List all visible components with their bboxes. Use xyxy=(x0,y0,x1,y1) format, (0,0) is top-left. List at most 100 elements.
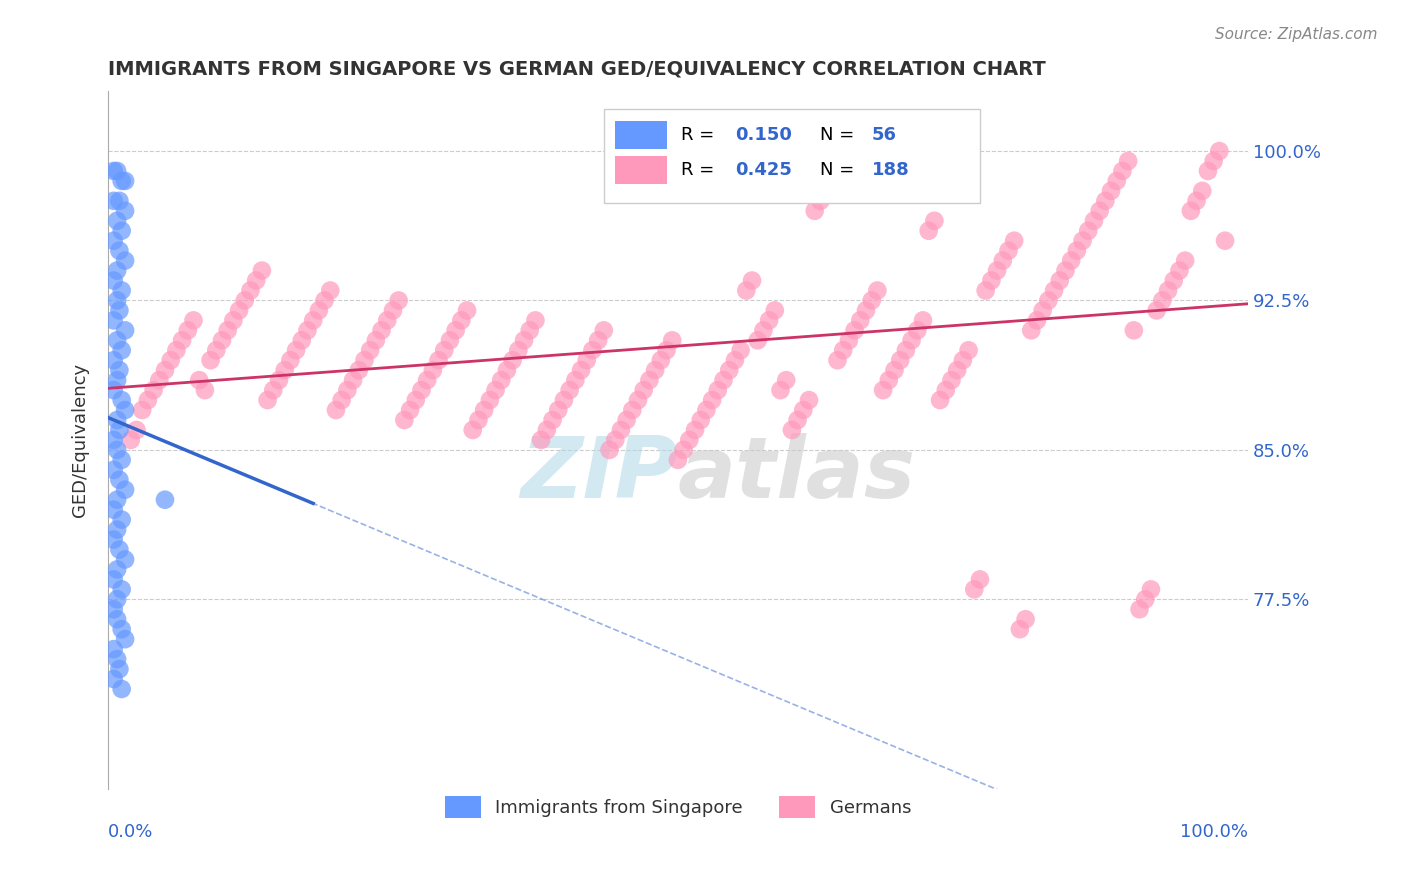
Point xyxy=(388,293,411,308)
Point xyxy=(553,393,575,408)
Point xyxy=(105,592,128,607)
Point xyxy=(111,513,134,527)
Point xyxy=(319,284,342,298)
Point xyxy=(108,194,131,208)
Point xyxy=(148,373,170,387)
Point xyxy=(1060,253,1083,268)
Point xyxy=(530,433,553,447)
Point xyxy=(233,293,256,308)
Point xyxy=(838,334,860,348)
Point xyxy=(245,274,267,288)
Point xyxy=(188,373,211,387)
Point xyxy=(797,393,820,408)
Point xyxy=(427,353,450,368)
Point xyxy=(165,343,187,358)
Point xyxy=(105,214,128,228)
Point xyxy=(114,552,136,566)
Point xyxy=(105,293,128,308)
Point xyxy=(769,383,792,397)
Point xyxy=(262,383,284,397)
Point xyxy=(718,363,741,377)
Point xyxy=(105,413,128,427)
Point xyxy=(900,334,922,348)
Point xyxy=(730,343,752,358)
Point xyxy=(1014,612,1036,626)
Point xyxy=(456,303,478,318)
Point xyxy=(883,363,905,377)
Point xyxy=(581,343,603,358)
Point xyxy=(353,353,375,368)
Text: 56: 56 xyxy=(872,126,897,145)
Point xyxy=(905,323,928,337)
Point xyxy=(330,393,353,408)
Point xyxy=(941,373,963,387)
Point xyxy=(183,313,205,327)
Point xyxy=(375,313,398,327)
Point xyxy=(792,403,814,417)
Point xyxy=(105,523,128,537)
Point xyxy=(105,442,128,457)
Point xyxy=(1026,313,1049,327)
Point xyxy=(114,253,136,268)
Point xyxy=(844,323,866,337)
Point xyxy=(957,343,980,358)
Point xyxy=(547,403,569,417)
Point xyxy=(103,353,125,368)
Point xyxy=(569,363,592,377)
Point xyxy=(416,373,439,387)
Point xyxy=(399,403,422,417)
Point xyxy=(217,323,239,337)
Point xyxy=(1202,153,1225,168)
Point xyxy=(325,403,347,417)
Point xyxy=(472,403,495,417)
Point xyxy=(105,562,128,576)
Point xyxy=(586,334,609,348)
Point xyxy=(1083,214,1105,228)
Point xyxy=(114,174,136,188)
Point xyxy=(1157,284,1180,298)
Point xyxy=(105,612,128,626)
Point xyxy=(1135,592,1157,607)
Point xyxy=(120,433,142,447)
Point xyxy=(1191,184,1213,198)
Point xyxy=(599,442,621,457)
Point xyxy=(592,323,614,337)
Point xyxy=(108,363,131,377)
Point xyxy=(136,393,159,408)
Point xyxy=(347,363,370,377)
Point xyxy=(894,343,917,358)
Point xyxy=(489,373,512,387)
Point xyxy=(111,343,134,358)
Point xyxy=(513,334,536,348)
Point xyxy=(108,244,131,258)
Point xyxy=(336,383,359,397)
Y-axis label: GED/Equivalency: GED/Equivalency xyxy=(72,363,89,517)
Point xyxy=(1038,293,1060,308)
Point xyxy=(103,502,125,516)
Point xyxy=(291,334,314,348)
Point xyxy=(775,373,797,387)
Point xyxy=(1043,284,1066,298)
Text: N =: N = xyxy=(820,161,860,179)
Point xyxy=(519,323,541,337)
Point xyxy=(644,363,666,377)
Point xyxy=(741,274,763,288)
Point xyxy=(314,293,336,308)
Point xyxy=(103,433,125,447)
Point xyxy=(1105,174,1128,188)
Point xyxy=(273,363,295,377)
Point xyxy=(297,323,319,337)
Point xyxy=(103,383,125,397)
Point xyxy=(142,383,165,397)
Bar xyxy=(616,156,666,184)
Point xyxy=(564,373,586,387)
Point xyxy=(1180,203,1202,218)
Point xyxy=(153,492,176,507)
Point xyxy=(211,334,233,348)
Point xyxy=(108,303,131,318)
Point xyxy=(1128,602,1150,616)
Point xyxy=(125,423,148,437)
Point xyxy=(815,184,838,198)
Point xyxy=(200,353,222,368)
Point xyxy=(695,403,717,417)
